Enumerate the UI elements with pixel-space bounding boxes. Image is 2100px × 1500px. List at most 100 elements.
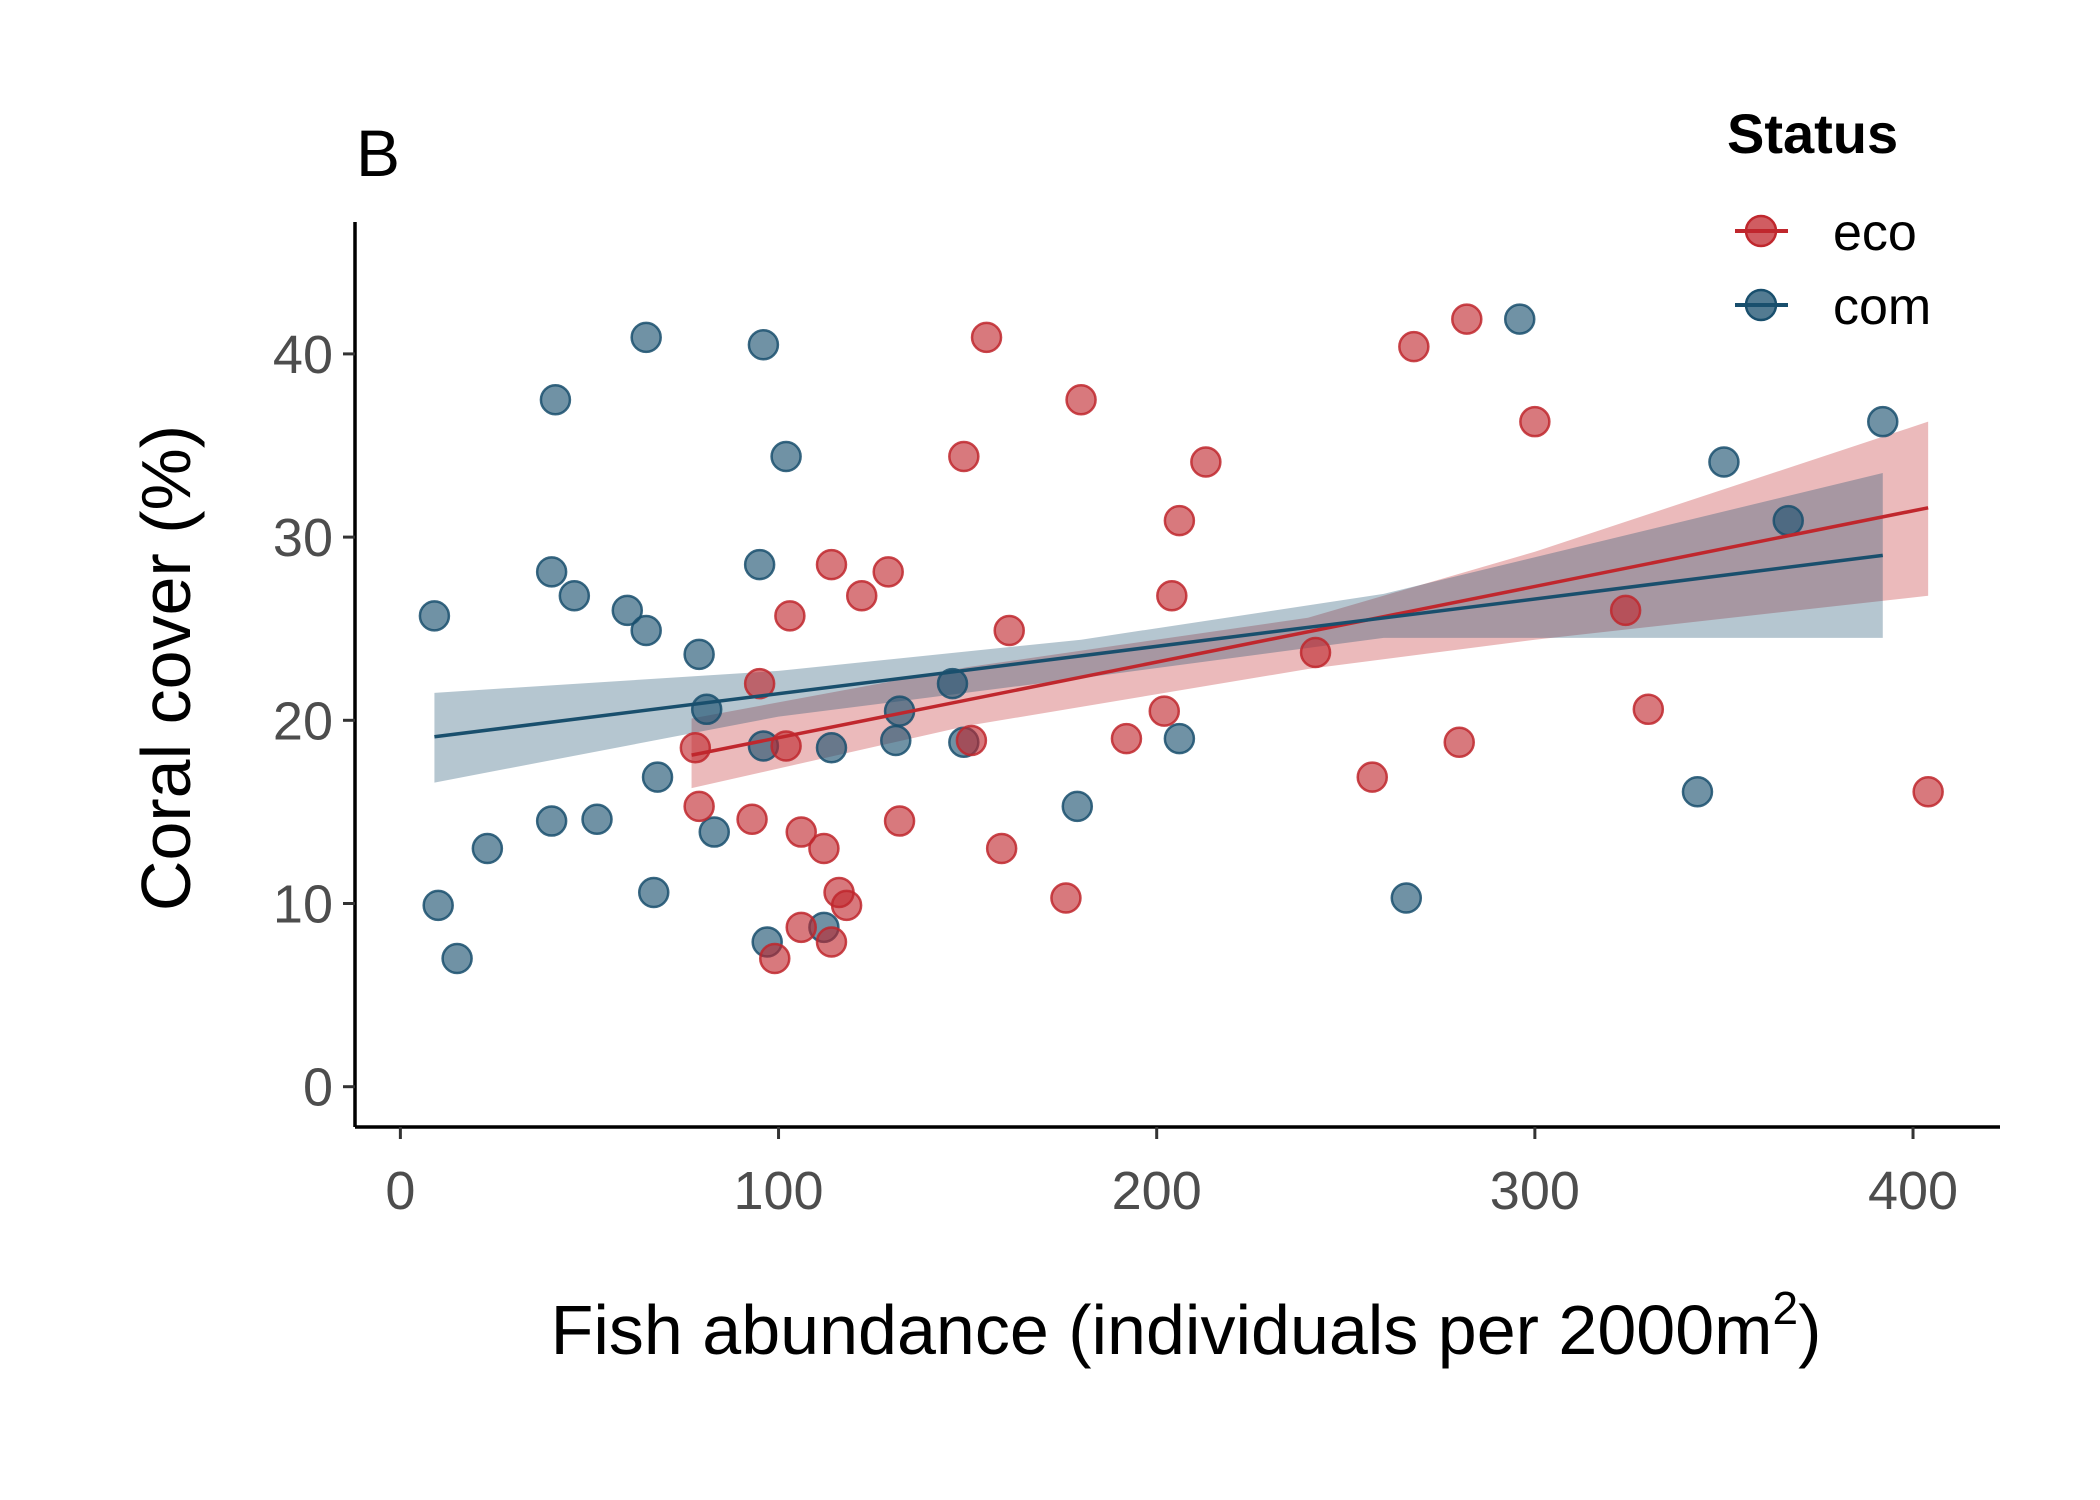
x-tick-label: 100 <box>733 1161 823 1221</box>
x-axis-title-superscript: 2 <box>1772 1282 1798 1334</box>
data-point-eco <box>985 832 1018 865</box>
data-point-eco <box>1519 405 1551 438</box>
data-point-com <box>683 638 715 671</box>
data-point-eco <box>955 724 988 757</box>
legend-key-point-com <box>1744 288 1778 322</box>
data-point-com <box>1061 790 1094 823</box>
legend-item-com: com <box>1735 278 1931 336</box>
data-point-eco <box>830 889 863 922</box>
data-point-eco <box>1065 383 1097 416</box>
legend-item-eco: eco <box>1735 204 1917 262</box>
y-tick-label: 20 <box>273 691 333 751</box>
axes <box>353 222 2000 1129</box>
data-point-com <box>641 761 674 793</box>
confidence-band-com <box>434 472 1883 783</box>
axis-ticks: 0 100 200 300 400 0 10 20 30 40 <box>273 325 1958 1221</box>
data-point-com <box>815 732 848 764</box>
data-point-eco <box>1443 726 1475 759</box>
x-tick-label: 200 <box>1112 1161 1202 1221</box>
data-point-eco <box>1398 330 1430 363</box>
data-point-eco <box>1632 693 1665 726</box>
legend-title: Status <box>1727 102 1898 165</box>
data-point-eco <box>1299 636 1332 669</box>
legend-label-com: com <box>1833 278 1931 336</box>
data-point-com <box>1867 405 1899 438</box>
data-point-com <box>558 579 591 612</box>
x-tick-label: 300 <box>1490 1161 1580 1221</box>
data-point-eco <box>759 942 791 975</box>
data-point-com <box>630 321 662 354</box>
data-point-eco <box>845 579 878 612</box>
data-point-eco <box>1356 761 1389 793</box>
data-point-com <box>936 667 969 700</box>
data-point-com <box>535 805 568 837</box>
data-point-com <box>747 328 780 361</box>
data-point-com <box>1772 504 1804 537</box>
x-axis-title-main: Fish abundance (individuals per 2000m <box>551 1291 1773 1369</box>
data-point-eco <box>872 556 904 588</box>
data-point-com <box>441 942 473 975</box>
y-axis-title: Coral cover (%) <box>127 425 205 911</box>
data-point-eco <box>815 926 848 958</box>
data-point-com <box>690 693 723 726</box>
y-tick-label: 40 <box>273 325 333 385</box>
fit-lines <box>434 506 1929 757</box>
data-point-eco <box>1912 775 1944 808</box>
data-point-eco <box>679 732 712 764</box>
data-point-eco <box>1110 722 1143 755</box>
data-point-eco <box>774 600 806 632</box>
y-tick-label: 10 <box>273 874 333 934</box>
data-point-eco <box>785 911 817 944</box>
data-point-eco <box>948 440 980 473</box>
data-point-eco <box>993 614 1025 647</box>
y-tick-label: 30 <box>273 508 333 568</box>
legend-label-eco: eco <box>1833 204 1917 262</box>
data-point-eco <box>785 816 817 848</box>
data-point-com <box>471 832 504 865</box>
legend: Status eco com <box>1727 102 1931 336</box>
data-point-eco <box>808 832 840 865</box>
confidence-bands <box>434 421 1929 789</box>
data-point-com <box>539 383 572 416</box>
data-point-eco <box>1609 594 1642 627</box>
data-point-com <box>1390 882 1423 914</box>
data-point-eco <box>1148 695 1181 727</box>
legend-key-point-eco <box>1744 214 1778 248</box>
fit-line-com <box>434 553 1883 739</box>
data-point-com <box>422 889 454 922</box>
data-point-com <box>1503 303 1536 335</box>
data-point-eco <box>1163 504 1196 537</box>
panel-label: B <box>356 116 400 190</box>
data-point-eco <box>815 548 848 581</box>
data-point-com <box>698 816 731 848</box>
data-points <box>418 303 1944 975</box>
fit-line-eco <box>691 506 1929 757</box>
data-point-com <box>880 724 912 757</box>
data-point-eco <box>1050 882 1082 914</box>
data-point-com <box>1681 775 1714 808</box>
y-tick-label: 0 <box>303 1058 333 1118</box>
data-point-com <box>770 440 802 473</box>
data-point-com <box>1708 446 1740 478</box>
data-point-com <box>630 614 662 647</box>
data-point-com <box>1163 722 1196 755</box>
data-point-eco <box>683 790 715 823</box>
x-tick-label: 0 <box>385 1161 415 1221</box>
data-point-com <box>743 548 776 581</box>
data-point-eco <box>1156 579 1188 612</box>
data-point-com <box>418 600 451 632</box>
data-point-com <box>535 556 568 588</box>
x-axis-title-suffix: ) <box>1798 1291 1821 1369</box>
data-point-eco <box>743 667 776 700</box>
data-point-com <box>581 803 613 835</box>
data-point-com <box>637 876 670 909</box>
data-point-eco <box>736 803 768 835</box>
data-point-eco <box>1451 303 1483 335</box>
x-tick-label: 400 <box>1868 1161 1958 1221</box>
data-point-com <box>611 594 644 627</box>
data-point-eco <box>883 805 916 837</box>
data-point-eco <box>1190 446 1222 478</box>
x-axis-title: Fish abundance (individuals per 2000m2) <box>551 1282 1822 1369</box>
confidence-band-eco <box>691 421 1929 789</box>
